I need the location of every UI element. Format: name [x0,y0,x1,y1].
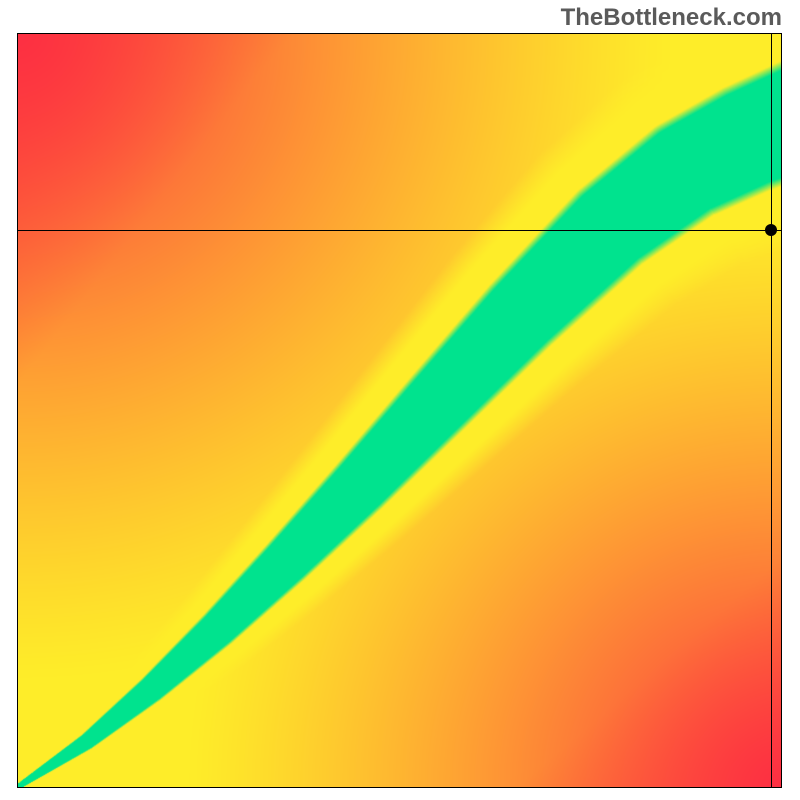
chart-container: TheBottleneck.com [0,0,800,800]
heatmap-plot [17,33,782,788]
watermark-text: TheBottleneck.com [561,4,782,32]
marker-point [765,224,777,236]
crosshair-horizontal [18,230,781,231]
heatmap-canvas [18,34,781,787]
crosshair-vertical [771,34,772,787]
